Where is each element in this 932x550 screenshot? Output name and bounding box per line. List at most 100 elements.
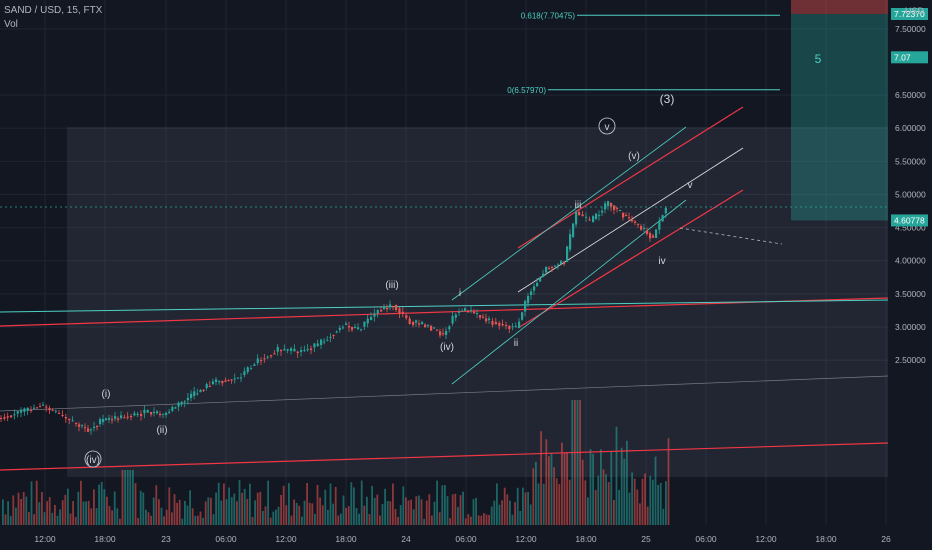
volume-bar — [280, 495, 282, 525]
volume-bar — [64, 494, 67, 525]
candle-body — [392, 306, 395, 307]
wave-label: (ii) — [156, 425, 167, 436]
volume-bar — [51, 512, 54, 525]
volume-bar — [472, 499, 475, 525]
candle-body — [326, 339, 329, 341]
volume-bar — [558, 483, 561, 525]
volume-bar — [467, 514, 470, 525]
candle-body — [533, 286, 536, 291]
candle-body — [87, 428, 90, 432]
volume-bar — [563, 452, 566, 525]
candle-body — [263, 358, 266, 360]
candle-body — [313, 343, 316, 348]
candle-body — [494, 322, 497, 325]
volume-bar — [329, 483, 332, 525]
volume-bar — [2, 499, 4, 525]
time-tick-label: 06:00 — [695, 534, 717, 544]
volume-bar — [623, 458, 626, 525]
candle-body — [133, 413, 136, 416]
volume-bar — [298, 505, 301, 525]
projection-dashed — [679, 227, 783, 245]
volume-bar — [124, 470, 126, 525]
volume-bar — [462, 491, 464, 525]
time-tick-label: 18:00 — [94, 534, 116, 544]
volume-bar — [412, 509, 415, 525]
volume-bar — [142, 492, 145, 525]
time-tick-label: 12:00 — [515, 534, 537, 544]
candle-body — [467, 310, 470, 313]
candle-body — [260, 360, 263, 361]
price-badge — [891, 8, 928, 21]
wave-circle — [84, 450, 102, 468]
parallel-upper — [451, 126, 687, 301]
volume-bar — [147, 512, 150, 525]
candle-body — [227, 380, 230, 381]
candle-body — [448, 326, 451, 330]
volume-bar — [350, 482, 353, 525]
candle-body — [439, 331, 442, 336]
candle-body — [150, 412, 153, 415]
candle-body — [386, 308, 389, 310]
volume-bar — [15, 507, 17, 525]
volume-bar — [295, 502, 298, 525]
candle-body — [332, 335, 335, 336]
time-tick-label: 25 — [641, 534, 651, 544]
candle-body — [405, 315, 408, 319]
volume-bar — [373, 497, 376, 525]
candle-body — [270, 355, 273, 357]
candle-body — [61, 415, 64, 416]
volume-bar — [171, 512, 173, 525]
candle-body — [48, 408, 51, 411]
time-tick-label: 18:00 — [575, 534, 597, 544]
candle-body — [581, 214, 584, 217]
volume-bar — [293, 499, 295, 525]
volume-bar — [251, 516, 254, 525]
volume-bar — [288, 483, 290, 525]
volume-bar — [485, 514, 488, 525]
volume-bar — [475, 497, 477, 525]
volume-bar — [132, 470, 134, 525]
candle-body — [398, 308, 401, 314]
candle-body — [290, 348, 293, 351]
price-tick-label: 3.00000 — [895, 322, 926, 332]
candle-body — [357, 327, 360, 329]
volume-bar — [4, 514, 7, 525]
candle-body — [33, 407, 36, 409]
candle-body — [461, 310, 464, 312]
candle-body — [625, 215, 628, 216]
candle-body — [563, 263, 566, 265]
volume-bar — [626, 440, 628, 525]
volume-bar — [176, 502, 178, 525]
volume-bar — [184, 500, 186, 525]
volume-bar — [524, 492, 527, 525]
candle-body — [316, 343, 319, 347]
candle-body — [376, 309, 379, 314]
candle-body — [162, 413, 165, 415]
volume-bar — [238, 480, 241, 525]
candle-body — [592, 216, 595, 222]
volume-bar — [381, 503, 384, 525]
volume-bar — [316, 484, 319, 525]
time-tick-label: 06:00 — [455, 534, 477, 544]
candle-body — [508, 325, 511, 330]
wave-label: (iii) — [385, 280, 398, 291]
candle-body — [126, 416, 129, 418]
candle-body — [451, 316, 454, 324]
wave-label: 5 — [815, 52, 822, 66]
candle-body — [93, 426, 96, 428]
time-tick-label: 06:00 — [215, 534, 237, 544]
fib-level-label: 0.618(7.70475) — [521, 11, 576, 20]
volume-bar — [111, 510, 113, 525]
volume-bar — [368, 514, 371, 525]
volume-bar — [470, 516, 472, 525]
volume-bar — [613, 499, 615, 525]
price-tick-label: 5.00000 — [895, 189, 926, 199]
candle-body — [585, 216, 588, 218]
candle-body — [578, 212, 581, 216]
volume-bar — [488, 514, 490, 525]
candle-body — [236, 377, 240, 379]
candle-body — [505, 325, 508, 326]
volume-bar — [355, 507, 358, 525]
